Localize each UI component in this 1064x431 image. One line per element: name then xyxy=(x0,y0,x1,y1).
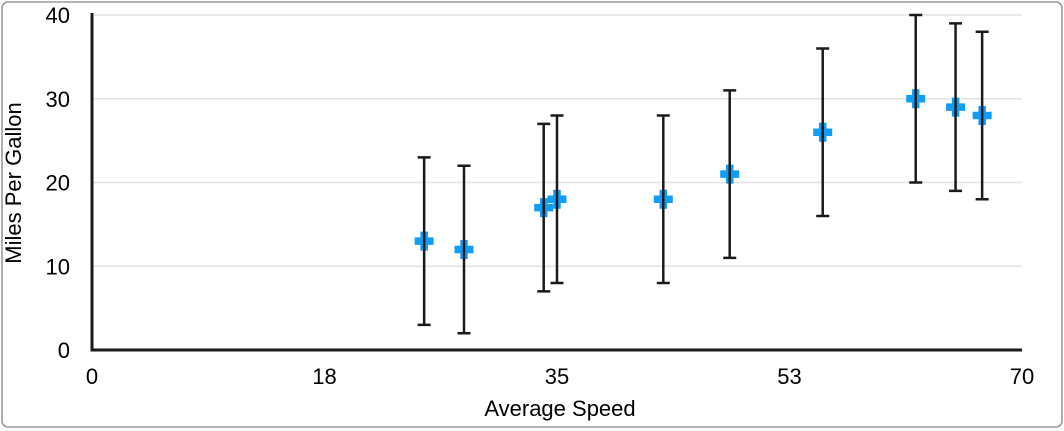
data-markers-group xyxy=(414,89,992,259)
x-tick-label-18: 18 xyxy=(312,364,336,389)
x-tick-label-0: 0 xyxy=(86,364,98,389)
error-bar-3 xyxy=(550,114,564,285)
error-bar-0 xyxy=(417,156,431,327)
error-bar-1 xyxy=(457,164,471,335)
y-tick-label-40: 40 xyxy=(46,3,70,28)
error-bar-4 xyxy=(656,114,670,285)
y-tick-label-20: 20 xyxy=(46,171,70,196)
axes-group xyxy=(90,13,1022,352)
x-axis-tick-labels: 0 18 35 53 70 xyxy=(86,364,1034,389)
y-tick-label-0: 0 xyxy=(58,338,70,363)
error-bar-8 xyxy=(949,22,963,193)
y-axis-title: Miles Per Gallon xyxy=(1,102,26,263)
x-axis-title: Average Speed xyxy=(484,396,635,421)
y-tick-label-30: 30 xyxy=(46,87,70,112)
error-bar-6 xyxy=(816,47,830,218)
error-bar-7 xyxy=(909,13,923,184)
error-bar-9 xyxy=(975,30,989,201)
error-bar-5 xyxy=(723,89,737,260)
error-bar-2 xyxy=(537,122,551,293)
y-axis-tick-labels: 0 10 20 30 40 xyxy=(46,3,70,363)
y-tick-label-10: 10 xyxy=(46,254,70,279)
x-tick-label-35: 35 xyxy=(545,364,569,389)
x-tick-label-70: 70 xyxy=(1010,364,1034,389)
error-bars-group xyxy=(417,13,989,335)
x-tick-label-53: 53 xyxy=(777,364,801,389)
